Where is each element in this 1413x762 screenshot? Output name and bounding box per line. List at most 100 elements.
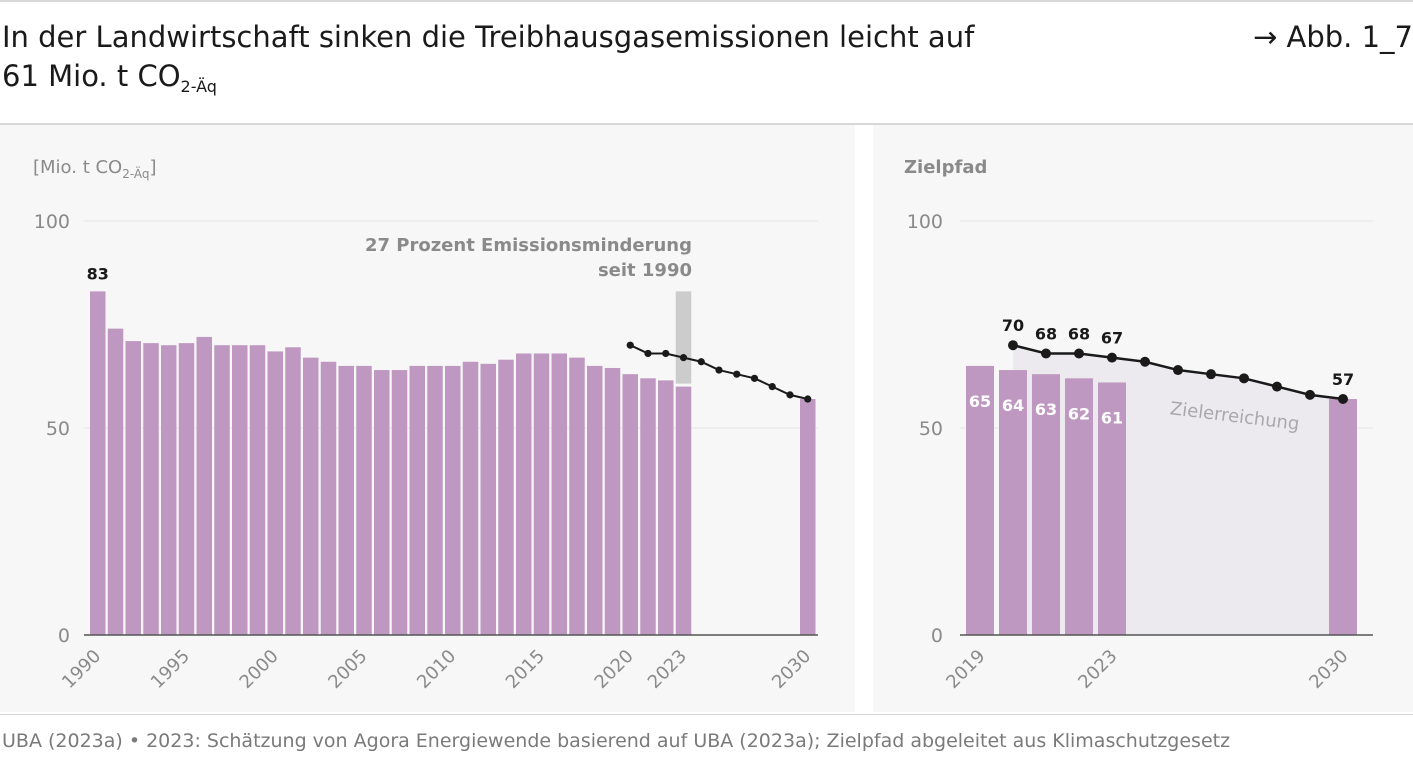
bar-2022 (1065, 378, 1093, 635)
bar-2017 (569, 357, 585, 635)
target-path-chart-panel: Zielpfad 0 50 100 65 64 63 62 61 Zielerreichung 70… (873, 125, 1413, 712)
target-path-point-2028 (1272, 381, 1282, 392)
target-path-point-2020 (1008, 340, 1018, 351)
x-tick-label-1990: 1990 (58, 646, 105, 693)
path-value-label-2023: 67 (1101, 329, 1123, 348)
x-tick-label-2015: 2015 (502, 646, 549, 693)
y-tick-label: 100 (34, 211, 70, 233)
target-path-point-2021 (644, 349, 652, 358)
bar-2030 (800, 399, 816, 635)
bar-1999 (249, 345, 266, 635)
page-title: In der Landwirtschaft sinken die Treibha… (2, 18, 1082, 106)
bar-2001 (285, 347, 301, 635)
target-path-point-2021 (1041, 348, 1051, 359)
target-path-point-2024 (697, 358, 705, 366)
target-path-point-2023 (1107, 352, 1117, 363)
bar-1996 (196, 336, 212, 635)
bar-2016 (551, 353, 567, 635)
bar-2019 (604, 367, 621, 635)
bar-1993 (143, 343, 159, 635)
y-tick-label: 0 (58, 625, 70, 647)
data-label-1990: 83 (87, 264, 109, 283)
bar-2010 (445, 365, 461, 635)
bar-2030 (1329, 399, 1357, 635)
title-subscript: 2-Äq (180, 77, 217, 96)
bar-value-label-2023: 61 (1101, 408, 1123, 427)
y-tick-label: 50 (46, 418, 70, 440)
x-tick-label-2030: 2030 (1305, 646, 1352, 693)
title-line-2: 61 Mio. t CO (2, 59, 181, 93)
path-value-label-2021: 68 (1035, 324, 1057, 343)
bar-2013 (498, 359, 514, 635)
bar-2020 (622, 374, 638, 635)
bar-2020 (999, 370, 1027, 635)
bar-2015 (533, 353, 550, 635)
target-path-point-2023 (679, 354, 688, 362)
path-value-label-2022: 68 (1068, 324, 1090, 343)
bar-2012 (480, 363, 496, 635)
target-path-point-2022 (1074, 348, 1084, 359)
target-path-point-2022 (662, 349, 670, 358)
bar-2011 (462, 361, 479, 635)
top-divider (0, 0, 1413, 2)
path-value-label-2030: 57 (1332, 370, 1354, 389)
header-divider (0, 123, 1413, 125)
annotation-line-1: 27 Prozent Emissionsminderung (365, 235, 692, 256)
bar-2023 (1098, 382, 1126, 635)
bar-1992 (125, 341, 141, 635)
bar-2002 (303, 357, 319, 635)
bar-1994 (161, 345, 177, 635)
target-path-point-2027 (750, 374, 759, 382)
bar-2018 (587, 365, 603, 635)
bar-1995 (178, 343, 195, 635)
bar-2004 (338, 365, 354, 635)
bar-2022 (658, 380, 674, 635)
bar-2019 (966, 365, 994, 635)
target-path-point-2028 (768, 383, 776, 391)
bar-2000 (267, 351, 283, 635)
x-tick-label-2020: 2020 (591, 646, 638, 693)
bar-2007 (391, 370, 408, 635)
x-tick-label-1995: 1995 (147, 646, 194, 693)
x-tick-label-2005: 2005 (324, 646, 371, 693)
figure-reference-link[interactable]: → Abb. 1_7 (1252, 20, 1413, 54)
bar-2014 (516, 353, 532, 635)
target-path-point-2027 (1239, 373, 1249, 384)
target-path-point-2025 (1173, 365, 1183, 376)
x-tick-label-2023: 2023 (1074, 646, 1121, 693)
bar-1998 (232, 345, 248, 635)
history-chart-panel: [Mio. t CO2-Äq] 0 50 100 83 27 Prozent Emissi… (0, 125, 855, 712)
bar-2008 (409, 365, 425, 635)
bar-value-label-2022: 62 (1068, 404, 1090, 423)
target-path-point-2024 (1140, 356, 1150, 367)
y-tick-label: 50 (919, 418, 943, 440)
x-tick-label-2023: 2023 (644, 646, 691, 693)
bar-2021 (1032, 374, 1060, 635)
target-path-point-2029 (1305, 389, 1315, 400)
y-axis-unit-label: [Mio. t CO2-Äq] (33, 157, 157, 181)
target-area (1013, 345, 1343, 635)
x-tick-label-2000: 2000 (236, 646, 283, 693)
target-path-point-2029 (786, 391, 794, 399)
bar-2023 (675, 386, 692, 635)
target-path-point-2030 (1338, 394, 1348, 405)
x-tick-label-2010: 2010 (413, 646, 460, 693)
x-tick-label-2019: 2019 (942, 646, 989, 693)
target-path-point-2030 (804, 395, 812, 403)
title-line-1: In der Landwirtschaft sinken die Treibha… (2, 20, 975, 54)
panel-title: Zielpfad (904, 157, 987, 178)
y-tick-label: 0 (931, 625, 943, 647)
bar-2005 (356, 365, 372, 635)
footer-divider (0, 714, 1413, 715)
bar-value-label-2019: 65 (969, 392, 991, 411)
target-path-point-2026 (1206, 369, 1216, 380)
path-value-label-2020: 70 (1002, 316, 1024, 335)
target-path-point-2026 (733, 370, 741, 378)
target-path-point-2020 (626, 341, 634, 349)
source-note: UBA (2023a) • 2023: Schätzung von Agora … (2, 730, 1231, 752)
history-bar-chart: [Mio. t CO2-Äq] 0 50 100 83 27 Prozent Emissi… (33, 157, 818, 693)
bar-2006 (374, 370, 390, 635)
bar-1991 (107, 328, 124, 635)
y-tick-label: 100 (907, 211, 943, 233)
